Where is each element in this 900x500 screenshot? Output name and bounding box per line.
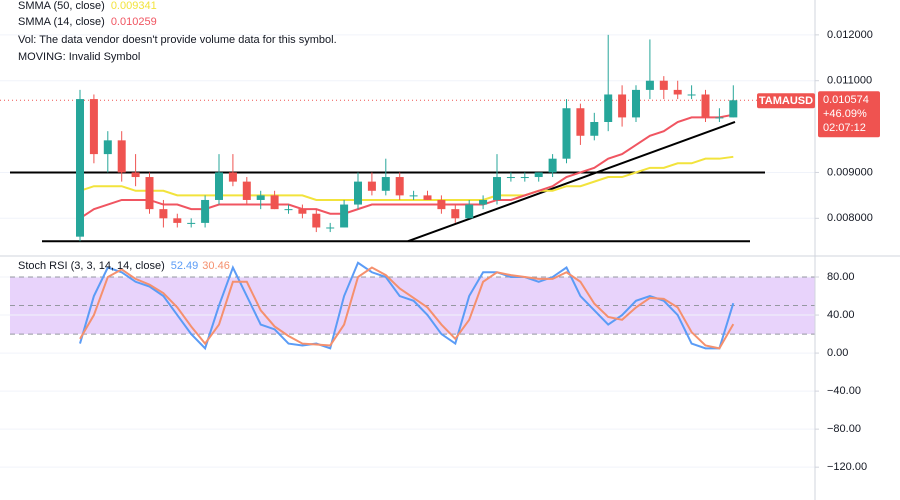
candle-body <box>173 218 182 223</box>
candle-body <box>659 80 668 90</box>
candle-body <box>604 94 613 122</box>
candle-body <box>187 222 196 224</box>
grid <box>0 34 815 468</box>
candle-body <box>242 181 251 200</box>
y-tick-label: 0.012000 <box>827 29 873 41</box>
candle-body <box>423 195 432 200</box>
candle-body <box>465 204 474 219</box>
series-line <box>79 113 734 220</box>
y-tick-label: 0.008000 <box>827 212 873 224</box>
countdown: 02:07:12 <box>823 122 866 134</box>
y-tick-label: 0.009000 <box>827 166 873 178</box>
indicator-legend: Stoch RSI (3, 3, 14, 14, close) 52.49 30.4… <box>18 260 230 272</box>
candle-body <box>159 209 168 219</box>
candle-body <box>493 177 501 200</box>
legend-entry: SMMA (50, close) 0.009341 <box>18 0 157 12</box>
candle-body <box>340 204 349 228</box>
candle-body <box>381 177 390 191</box>
candle-body <box>117 140 126 173</box>
y-tick-label: 0.011000 <box>827 75 872 87</box>
symbol-tag <box>757 93 815 109</box>
series-line <box>79 261 735 351</box>
candle-body <box>701 94 710 118</box>
candle-body <box>367 181 376 191</box>
candle-body <box>715 117 724 119</box>
change: +46.09% <box>823 108 867 120</box>
legend-value: 52.49 <box>171 260 199 272</box>
candle-body <box>451 209 460 219</box>
candle-body <box>632 89 640 118</box>
candle-body <box>548 158 557 173</box>
legend-value: 0.009341 <box>111 0 157 12</box>
candle-body <box>312 213 321 228</box>
candle-body <box>687 94 696 96</box>
y-tick-label: −40.00 <box>827 385 861 397</box>
candle-body <box>437 199 446 210</box>
plot <box>0 34 815 351</box>
candle-body <box>256 195 265 200</box>
legend: SMMA (50, close) 0.009341 SMMA (14, close… <box>18 0 337 272</box>
last-price: 0.010574 <box>823 94 869 106</box>
candle-body <box>103 140 112 155</box>
candle-body <box>409 195 418 197</box>
series-line <box>79 155 734 201</box>
candle-body <box>645 80 654 90</box>
y-tick-label: 40.00 <box>827 309 855 321</box>
symbol: TAMAUSD <box>759 95 813 107</box>
candle-body <box>201 199 210 223</box>
candle-body <box>590 121 599 136</box>
candle-body <box>76 99 84 237</box>
candle-body <box>270 195 279 210</box>
legend-name: SMMA (50, close) <box>18 0 105 12</box>
price-box <box>818 91 880 138</box>
candle-body <box>479 199 488 205</box>
candle-body <box>284 209 293 211</box>
legend-value: 0.010259 <box>111 16 157 28</box>
candle-body <box>89 99 98 155</box>
candle-body <box>576 108 585 136</box>
candle-body <box>520 177 529 179</box>
y-tick-label: 80.00 <box>827 271 855 283</box>
candle-body <box>618 94 627 118</box>
candle-body <box>354 181 362 205</box>
y-tick-label: 0.00 <box>827 347 848 359</box>
candle-body <box>534 172 543 178</box>
trend-line <box>407 121 736 243</box>
legend-name: SMMA (14, close) <box>18 16 105 28</box>
y-tick-label: −80.00 <box>827 423 861 435</box>
candle-body <box>131 172 140 178</box>
legend-entry: SMMA (14, close) 0.010259 <box>18 16 157 28</box>
note: Vol: The data vendor doesn't provide vol… <box>18 34 337 46</box>
indicator-title: Stoch RSI (3, 3, 14, 14, close) <box>18 260 165 272</box>
note: MOVING: Invalid Symbol <box>18 51 140 63</box>
candle-body <box>506 177 515 179</box>
candle-body <box>673 89 682 95</box>
legend-value: 30.46 <box>202 260 230 272</box>
candle-body <box>228 172 237 182</box>
candle-body <box>215 172 223 200</box>
candle-body <box>145 177 154 210</box>
candle-body <box>326 227 335 229</box>
candle-body <box>298 209 307 214</box>
price-tag: TAMAUSD 0.010574 +46.09% 02:07:12 <box>757 91 880 138</box>
series-line <box>79 266 735 350</box>
y-tick-label: −120.00 <box>827 461 867 473</box>
candle-body <box>729 100 738 118</box>
candle-body <box>562 108 571 159</box>
candle-body <box>395 177 404 196</box>
